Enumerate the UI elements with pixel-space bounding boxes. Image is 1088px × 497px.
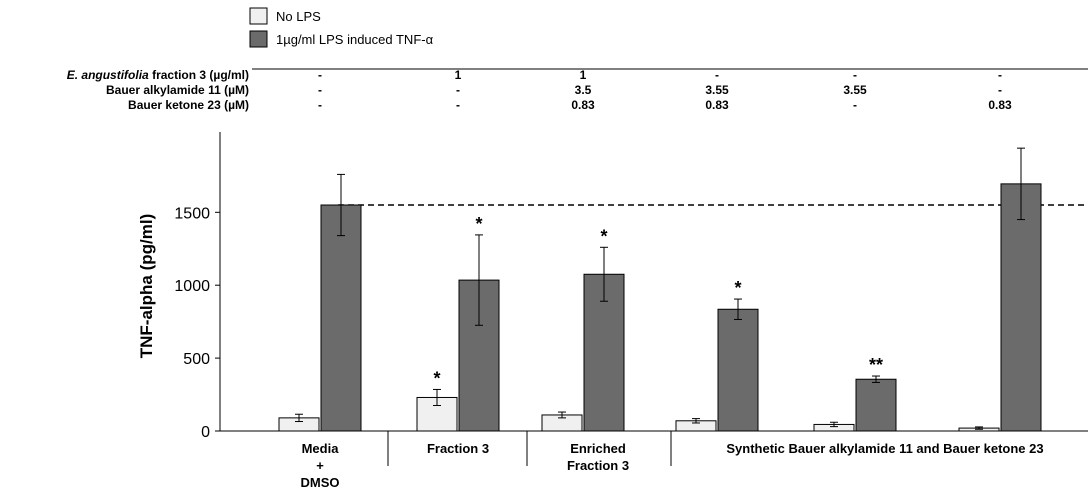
x-category-label: Fraction 3 (567, 458, 629, 473)
y-tick-label: 500 (183, 351, 210, 368)
y-tick-label: 0 (201, 424, 210, 441)
condition-value: 0.83 (988, 98, 1012, 112)
significance-star: * (734, 278, 741, 298)
legend: No LPS 1µg/ml LPS induced TNF-α (249, 7, 434, 48)
x-category-labels: Media + DMSO Fraction 3 Enriched Fraction 3 Sy… (301, 431, 1044, 490)
x-category-label: + (316, 458, 324, 473)
x-category-label: Enriched (570, 441, 626, 456)
x-category-label: Media (302, 441, 340, 456)
condition-label: Bauer ketone 23 (µM) (128, 98, 249, 112)
y-tick-label: 1000 (174, 278, 210, 295)
condition-value: - (318, 83, 322, 97)
legend-swatch (249, 30, 268, 48)
condition-value: - (456, 98, 460, 112)
bar (1000, 183, 1042, 432)
condition-label: E. angustifolia fraction 3 (µg/ml) (67, 68, 249, 82)
condition-value: - (853, 98, 857, 112)
condition-value: - (715, 68, 719, 82)
condition-value: 0.83 (705, 98, 729, 112)
y-tick-label: 1500 (174, 205, 210, 222)
condition-value: - (318, 68, 322, 82)
condition-value: - (318, 98, 322, 112)
significance-star: * (475, 214, 482, 234)
condition-value: 1 (580, 68, 587, 82)
condition-value: - (998, 83, 1002, 97)
condition-value: 0.83 (571, 98, 595, 112)
legend-swatch (249, 7, 268, 25)
condition-table: E. angustifolia fraction 3 (µg/ml) -1 1- - -… (67, 68, 1088, 112)
condition-value: 3.5 (575, 83, 592, 97)
condition-value: - (998, 68, 1002, 82)
legend-label: 1µg/ml LPS induced TNF-α (276, 32, 434, 47)
condition-value: 3.55 (843, 83, 867, 97)
significance-star: * (600, 226, 607, 246)
legend-label: No LPS (276, 9, 321, 24)
bar (855, 378, 897, 432)
condition-value: - (456, 83, 460, 97)
bar (320, 204, 362, 432)
x-category-label: Synthetic Bauer alkylamide 11 and Bauer … (726, 441, 1043, 456)
condition-value: 1 (455, 68, 462, 82)
bar (717, 308, 759, 432)
significance-star: * (433, 368, 440, 388)
condition-value: 3.55 (705, 83, 729, 97)
x-category-label: Fraction 3 (427, 441, 489, 456)
bar (416, 396, 458, 432)
y-axis: 0 500 1000 1500 TNF-alpha (pg/ml) (137, 132, 221, 441)
x-category-label: DMSO (301, 475, 340, 490)
bars: ****** (220, 147, 1088, 432)
condition-value: - (853, 68, 857, 82)
significance-star: ** (869, 355, 883, 375)
condition-label: Bauer alkylamide 11 (µM) (106, 83, 249, 97)
y-axis-title: TNF-alpha (pg/ml) (137, 214, 156, 358)
